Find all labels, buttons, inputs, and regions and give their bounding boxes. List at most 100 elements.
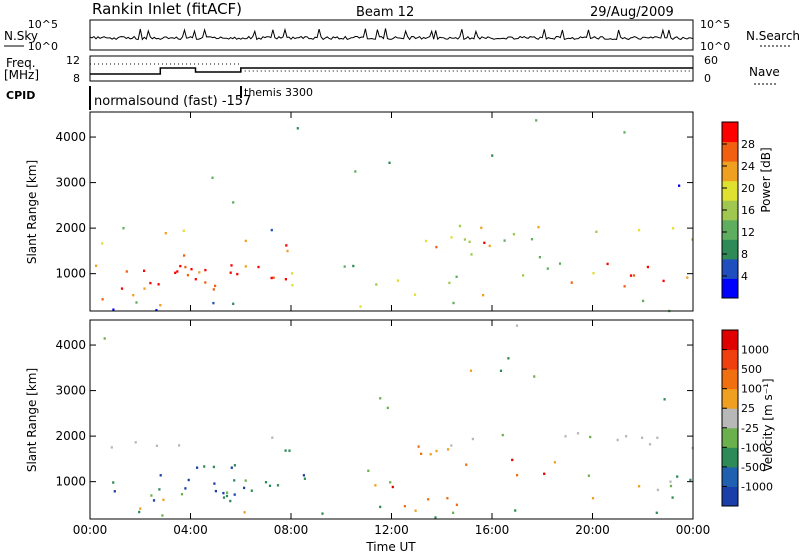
- x-tick-label: 08:00: [274, 523, 309, 537]
- echo-cell: [463, 238, 466, 241]
- echo-cell: [676, 475, 679, 478]
- power-heatmap: [95, 119, 694, 313]
- echo-cell: [625, 435, 628, 438]
- echo-cell: [183, 254, 186, 257]
- echo-cell: [623, 285, 626, 288]
- echo-cell: [243, 511, 246, 514]
- echo-cell: [522, 274, 525, 277]
- echo-cell: [546, 267, 549, 270]
- echo-cell: [488, 244, 491, 248]
- echo-cell: [672, 227, 675, 230]
- power-y-axis: 1000 2000 3000 4000: [55, 130, 693, 281]
- echo-cell: [686, 276, 689, 279]
- station-title: Rankin Inlet (fitACF): [92, 0, 242, 18]
- x-tick-label: 20:00: [575, 523, 610, 537]
- cpid-label: CPID: [6, 89, 35, 102]
- colorbar-segment: [722, 122, 738, 143]
- velocity-y-axis: 1000 2000 3000 4000: [55, 338, 693, 489]
- echo-cell: [374, 484, 377, 487]
- x-tick-label: 16:00: [475, 523, 510, 537]
- echo-cell: [656, 488, 659, 492]
- echo-cell: [553, 461, 556, 464]
- echo-cell: [321, 512, 324, 515]
- search-right-tick-bottom: 10^0: [700, 40, 730, 53]
- echo-cell: [587, 474, 590, 477]
- echo-cell: [535, 119, 538, 122]
- nave-tick-top: 60: [704, 54, 718, 67]
- colorbar-segment: [722, 447, 738, 468]
- y-tick-label: 2000: [55, 221, 86, 235]
- echo-cell: [570, 281, 573, 284]
- echo-cell: [139, 507, 142, 510]
- velocity-colorbar-label: Velocity [m s⁻¹]: [761, 378, 775, 471]
- echo-cell: [359, 305, 362, 308]
- echo-cell: [291, 284, 294, 287]
- echo-cell: [638, 229, 641, 232]
- colorbar-segment: [722, 369, 738, 390]
- y-tick-label: 3000: [55, 384, 86, 398]
- echo-cell: [284, 449, 287, 452]
- echo-cell: [135, 301, 138, 304]
- echo-cell: [656, 436, 659, 439]
- velocity-y-axis-label: Slant Range [km]: [25, 368, 39, 472]
- echo-cell: [389, 481, 392, 484]
- frequency-line: [90, 67, 693, 75]
- x-tick-label: 12:00: [374, 523, 409, 537]
- echo-cell: [435, 245, 438, 249]
- echo-cell: [194, 278, 197, 281]
- echo-cell: [379, 397, 382, 400]
- echo-cell: [162, 498, 165, 501]
- echo-cell: [230, 264, 233, 267]
- echo-cell: [413, 293, 417, 296]
- colorbar-tick-label: -25: [741, 422, 759, 435]
- echo-cell: [689, 478, 692, 482]
- cpid-panel: CPID normalsound (fast) -157 themis 3300: [6, 86, 313, 110]
- echo-cell: [391, 485, 394, 489]
- echo-cell: [212, 301, 215, 305]
- y-tick-label: 2000: [55, 429, 86, 443]
- echo-cell: [663, 398, 666, 401]
- echo-cell: [176, 270, 179, 273]
- echo-cell: [538, 256, 541, 259]
- echo-cell: [198, 271, 201, 274]
- cpid-entry-themis: themis 3300: [244, 86, 313, 99]
- echo-cell: [125, 270, 128, 273]
- velocity-panel: 1000 2000 3000 4000 Slant Range [km] 1000 50…: [25, 319, 775, 520]
- n-search-label: N.Search: [746, 29, 800, 43]
- sky-noise-trace: [89, 27, 694, 41]
- echo-cell: [638, 485, 641, 488]
- echo-cell: [286, 249, 289, 253]
- echo-cell: [669, 484, 673, 488]
- velocity-colorbar: 1000 500 100 25 -25 -100 -500 -1000: [721, 329, 773, 507]
- echo-cell: [386, 406, 389, 410]
- freq-label: Freq.: [6, 56, 36, 70]
- x-tick-label: 00:00: [73, 523, 108, 537]
- colorbar-tick-label: 1000: [741, 344, 769, 357]
- echo-cell: [270, 276, 273, 280]
- echo-cell: [233, 493, 236, 496]
- echo-cell: [103, 337, 106, 340]
- echo-cell: [450, 444, 453, 447]
- echo-cell: [512, 233, 515, 236]
- colorbar-tick-label: -1000: [741, 480, 773, 493]
- y-tick-label: 1000: [55, 267, 86, 281]
- echo-cell: [190, 268, 193, 271]
- echo-cell: [233, 479, 236, 482]
- echo-cell: [662, 279, 665, 283]
- echo-cell: [424, 239, 428, 243]
- echo-cell: [564, 435, 567, 438]
- x-axis-label: Time UT: [365, 540, 416, 554]
- power-panel: 1000 2000 3000 4000 Slant Range [km] 28 24 20…: [25, 111, 773, 313]
- echo-cell: [616, 438, 619, 442]
- echo-cell: [101, 298, 104, 301]
- echo-cell: [214, 284, 217, 288]
- echo-cell: [537, 225, 540, 229]
- echo-cell: [285, 244, 288, 247]
- beam-title: Beam 12: [356, 5, 414, 20]
- echo-cell: [122, 227, 125, 230]
- echo-cell: [159, 474, 162, 477]
- echo-cell: [589, 435, 592, 439]
- echo-cell: [132, 294, 135, 297]
- echo-cell: [257, 265, 260, 269]
- colorbar-tick-label: 24: [741, 160, 755, 173]
